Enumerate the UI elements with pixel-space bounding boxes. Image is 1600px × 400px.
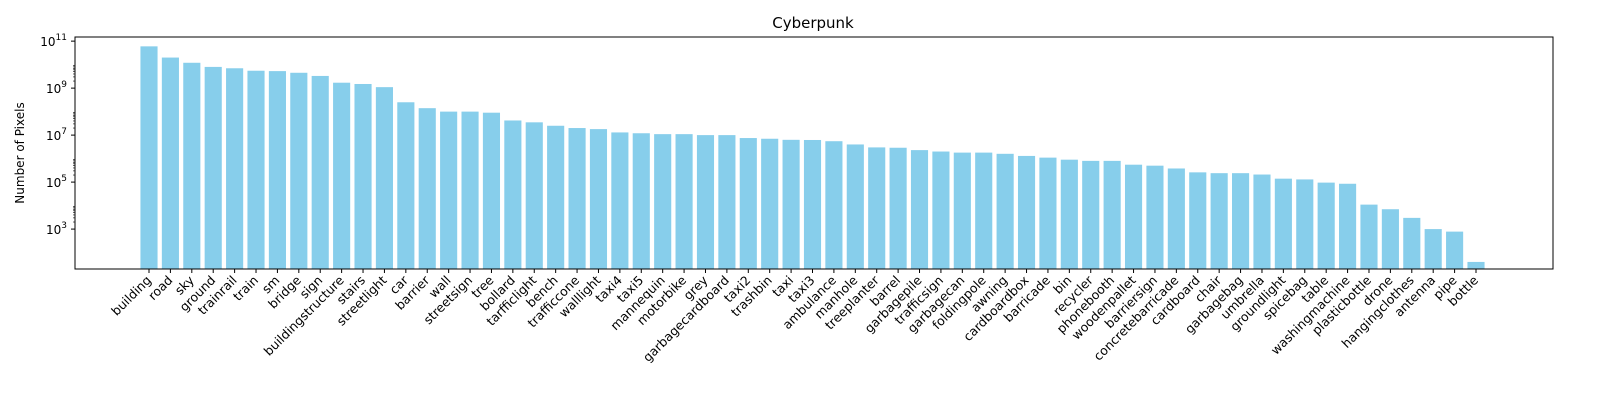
x-axis-ticks: buildingroadskygroundtrainrailtrainsmbri… [108, 269, 1481, 365]
bar-mannequin [654, 134, 672, 269]
bar-motorbike [675, 134, 693, 269]
bar-sm [268, 71, 286, 269]
bar-taxi5 [632, 133, 650, 269]
bar-bottle [1467, 261, 1485, 269]
y-tick-label: 109 [46, 80, 67, 96]
bar-train [247, 70, 265, 269]
chart-title: Cyberpunk [772, 14, 854, 32]
bar-garbagepile [910, 150, 929, 269]
bar-manhole [846, 144, 864, 269]
bar-antenna [1424, 229, 1442, 269]
bar-grey [696, 135, 715, 269]
bar-sign [311, 75, 329, 269]
bar-trafficcone [568, 128, 586, 269]
bar-cardboard [1189, 172, 1207, 269]
bar-garbagecan [953, 152, 971, 269]
y-axis-ticks: 103 105 107 109 1011 [40, 33, 75, 237]
y-tick-label: 103 [46, 221, 67, 237]
bar-bollard [504, 120, 522, 269]
bar-taxi3 [803, 139, 822, 269]
bars-group [140, 46, 1485, 270]
bar-trainrail [226, 68, 244, 270]
bar-ground [204, 66, 222, 269]
bar-cardboardbox [1017, 155, 1036, 269]
bar-treeplanter [868, 147, 886, 269]
bar-phonebooth [1103, 160, 1121, 269]
bar-buildingstructure [333, 82, 351, 270]
bar-groundlight [1274, 178, 1292, 269]
bar-table [1317, 182, 1335, 269]
y-tick-label: 105 [46, 174, 67, 190]
bar-wall [440, 111, 458, 270]
bar-streetlight [375, 87, 393, 270]
bar-barrel [889, 147, 907, 269]
y-axis-label: Number of Pixels [13, 102, 27, 203]
bar-pipe [1446, 231, 1464, 269]
bar-umbrella [1253, 174, 1271, 269]
bar-hangingclothes [1403, 217, 1421, 269]
bar-tarfficlight [525, 122, 543, 269]
bar-drone [1381, 209, 1399, 269]
bar-road [161, 57, 179, 270]
bar-barriersign [1146, 165, 1164, 269]
bar-tree [482, 112, 501, 269]
bar-ambulance [825, 141, 843, 269]
plot-frame [74, 36, 1554, 270]
bar-bench [547, 125, 565, 269]
bar-walllight [589, 129, 608, 269]
bar-awning [996, 153, 1014, 269]
y-tick-label: 1011 [40, 33, 67, 49]
bar-barrier [418, 108, 436, 270]
bar-car [397, 102, 415, 270]
bar-taxi [782, 139, 800, 269]
bar-bin [1060, 159, 1078, 269]
bar-spicebag [1296, 179, 1314, 269]
bar-taxi2 [739, 138, 757, 269]
y-tick-label: 107 [46, 127, 67, 143]
bar-bridge [290, 72, 308, 269]
bar-building [140, 46, 158, 269]
bar-garbagecardboard [718, 135, 736, 269]
bar-taxi4 [611, 132, 629, 269]
bar-garbagebag [1232, 173, 1250, 269]
bar-woodenpallet [1124, 164, 1143, 269]
bar-trashbin [761, 138, 779, 269]
bar-recycler [1082, 160, 1100, 269]
bar-plasticbottle [1360, 204, 1378, 269]
bar-sky [183, 62, 201, 269]
bar-streetsign [461, 111, 479, 270]
bar-chair [1210, 173, 1228, 269]
x-tick-label: train [230, 273, 261, 304]
bar-concretebarricade [1167, 168, 1185, 269]
bar-washingmachine [1339, 183, 1357, 269]
bar-trafficsign [932, 151, 950, 269]
bar-stairs [354, 83, 372, 270]
bar-foldingpole [975, 152, 993, 269]
bar-barricade [1039, 157, 1057, 269]
